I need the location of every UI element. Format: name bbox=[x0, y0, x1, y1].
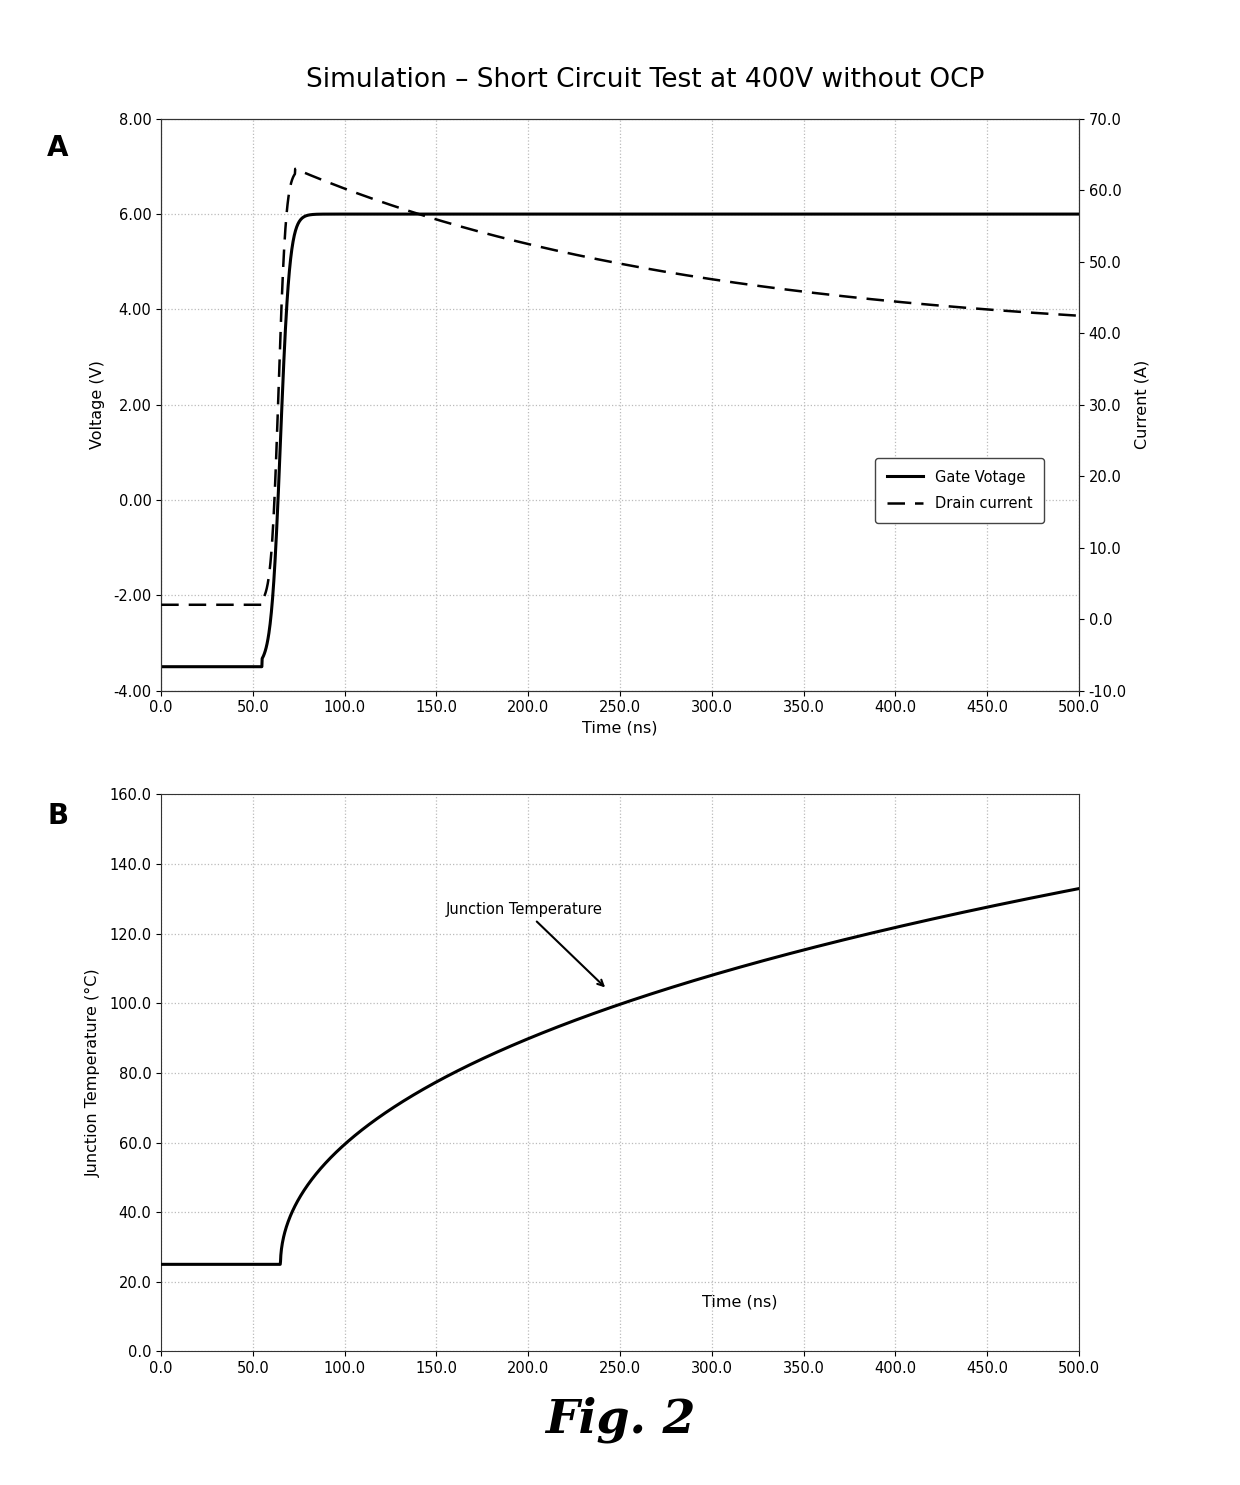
Y-axis label: Current (A): Current (A) bbox=[1135, 359, 1149, 450]
X-axis label: Time (ns): Time (ns) bbox=[583, 720, 657, 735]
Text: Time (ns): Time (ns) bbox=[702, 1295, 777, 1310]
Text: Junction Temperature: Junction Temperature bbox=[445, 901, 604, 986]
Text: Simulation – Short Circuit Test at 400V without OCP: Simulation – Short Circuit Test at 400V … bbox=[305, 67, 985, 94]
Y-axis label: Junction Temperature (°C): Junction Temperature (°C) bbox=[86, 968, 100, 1178]
Legend: Gate Votage, Drain current: Gate Votage, Drain current bbox=[875, 457, 1044, 523]
Text: A: A bbox=[47, 134, 68, 162]
Text: Fig. 2: Fig. 2 bbox=[544, 1397, 696, 1443]
Y-axis label: Voltage (V): Voltage (V) bbox=[89, 361, 105, 448]
Text: B: B bbox=[47, 802, 68, 830]
